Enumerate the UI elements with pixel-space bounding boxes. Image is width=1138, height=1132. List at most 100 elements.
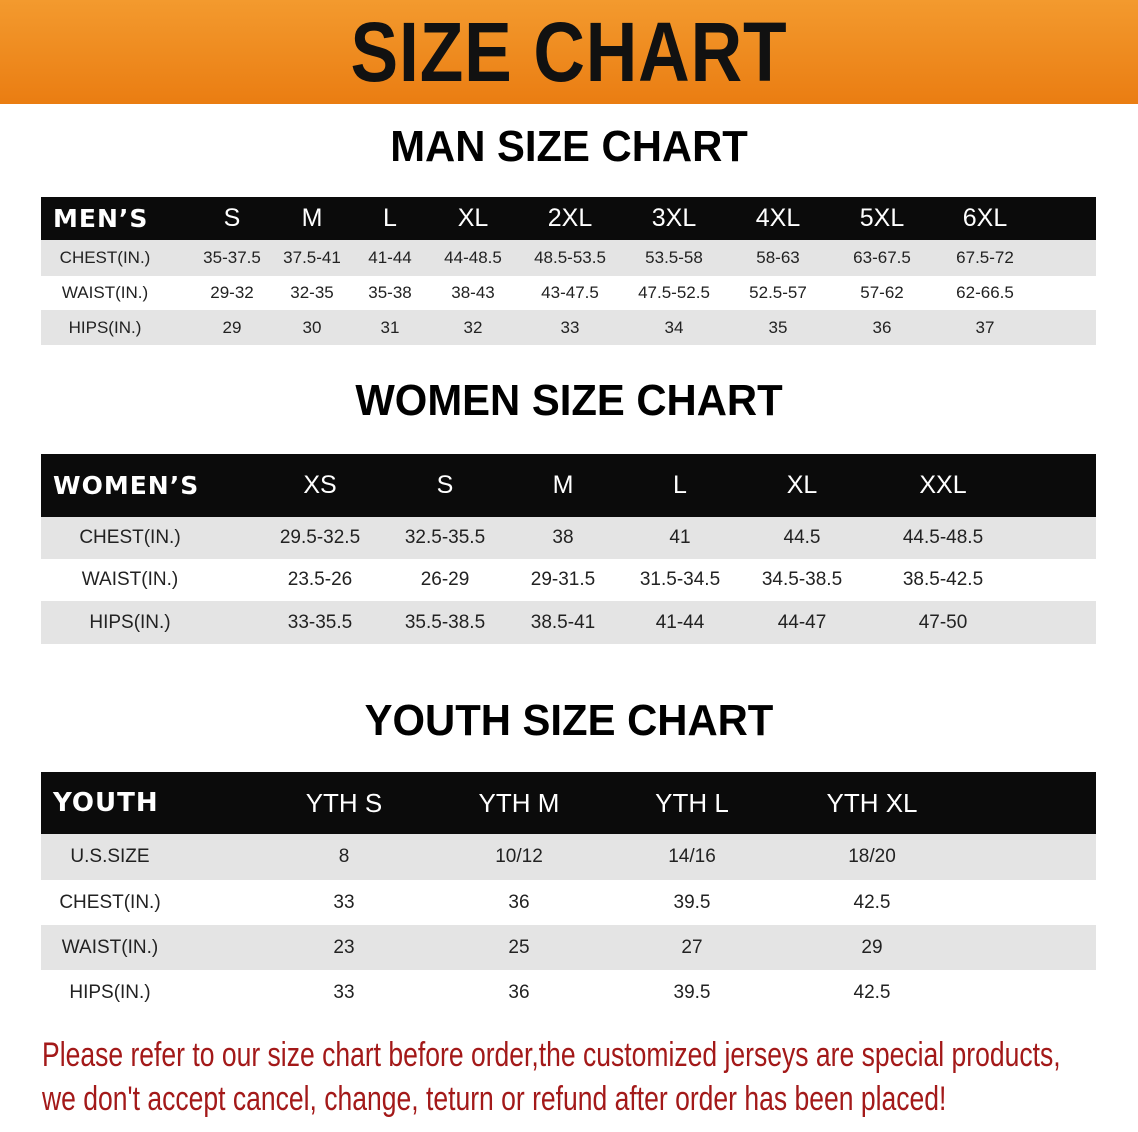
size-header-cell: 6XL	[962, 204, 1008, 232]
row-label: U.S.SIZE	[70, 846, 150, 867]
table-cell: 35-38	[368, 283, 412, 302]
table-cell: 37	[975, 317, 995, 337]
table-cell: 67.5-72	[956, 248, 1014, 267]
table-cell: 14/16	[668, 846, 716, 867]
table-cell: 35-37.5	[203, 248, 261, 267]
table-row: U.S.SIZE 8 10/12 14/16 18/20	[41, 834, 1096, 880]
size-header-cell: S	[223, 204, 241, 232]
table-header-row: MEN’S S M L XL 2XL 3XL 4XL 5XL 6XL	[41, 197, 1096, 240]
table-cell: 39.5	[673, 982, 711, 1003]
notice-line-1: Please refer to our size chart before or…	[42, 1036, 1061, 1074]
table-title-cell: MEN’S	[53, 204, 149, 233]
youth-size-table: YOUTH YTH S YTH M YTH L YTH XL U.S.SIZE 8 10/12…	[41, 772, 1096, 1016]
table-cell: 38.5-42.5	[902, 569, 984, 590]
table-cell: 58-63	[756, 248, 800, 267]
table-cell: 34.5-38.5	[761, 569, 843, 590]
size-header-cell: XXL	[919, 471, 967, 499]
table-cell: 31	[380, 317, 400, 337]
table-header-row: YOUTH YTH S YTH M YTH L YTH XL	[41, 772, 1096, 834]
table-row: CHEST(IN.) 29.5-32.5 32.5-35.5 38 41 44.5 44.5…	[41, 517, 1096, 559]
table-cell: 41	[669, 527, 691, 548]
table-row: CHEST(IN.) 35-37.5 37.5-41 41-44 44-48.5 48.5…	[41, 240, 1096, 276]
table-title-cell: YOUTH	[53, 788, 159, 818]
size-header-cell: 5XL	[859, 204, 905, 232]
table-cell: 48.5-53.5	[534, 248, 606, 267]
table-cell: 31.5-34.5	[639, 569, 721, 590]
table-cell: 33-35.5	[287, 611, 353, 633]
table-cell: 62-66.5	[956, 283, 1014, 302]
size-header-cell: M	[301, 204, 323, 232]
row-label: CHEST(IN.)	[59, 891, 161, 913]
size-header-cell: 4XL	[755, 204, 801, 232]
women-size-table: WOMEN’S XS S M L XL XXL CHEST(IN.) 29.5-32.5 32.5…	[41, 454, 1096, 644]
men-size-table: MEN’S S M L XL 2XL 3XL 4XL 5XL 6XL CHEST(IN.) 35-37…	[41, 197, 1096, 345]
row-label: WAIST(IN.)	[61, 936, 159, 958]
table-row: WAIST(IN.) 23 25 27 29	[41, 925, 1096, 970]
women-section-title: WOMEN SIZE CHART	[355, 376, 783, 425]
table-cell: 30	[302, 317, 322, 337]
youth-section-title: YOUTH SIZE CHART	[364, 696, 774, 745]
size-header-cell: M	[552, 471, 574, 499]
table-cell: 34	[664, 317, 684, 337]
size-header-cell: XS	[303, 471, 337, 499]
table-cell: 33	[560, 317, 580, 337]
table-cell: 44.5-48.5	[902, 527, 984, 548]
table-cell: 52.5-57	[749, 283, 807, 302]
table-row: HIPS(IN.) 33 36 39.5 42.5	[41, 970, 1096, 1016]
table-cell: 10/12	[495, 846, 543, 867]
table-cell: 29-31.5	[530, 569, 596, 590]
men-section-title: MAN SIZE CHART	[390, 122, 748, 171]
size-header-cell: 3XL	[651, 204, 697, 232]
table-cell: 39.5	[673, 891, 711, 913]
table-cell: 53.5-58	[645, 248, 703, 267]
table-cell: 29.5-32.5	[279, 527, 361, 548]
table-cell: 38.5-41	[530, 611, 596, 633]
table-cell: 44-47	[777, 611, 827, 633]
table-cell: 33	[333, 982, 355, 1003]
size-header-cell: YTH S	[305, 787, 383, 818]
table-cell: 33	[333, 891, 355, 913]
table-cell: 41-44	[655, 611, 705, 633]
table-cell: 32	[463, 317, 483, 337]
table-cell: 32-35	[290, 283, 334, 302]
table-cell: 27	[681, 936, 703, 958]
row-label: WAIST(IN.)	[81, 569, 179, 590]
table-cell: 36	[508, 891, 530, 913]
table-cell: 35	[768, 317, 788, 337]
size-header-cell: 2XL	[547, 204, 593, 232]
table-cell: 38-43	[451, 283, 495, 302]
row-label: HIPS(IN.)	[69, 982, 151, 1003]
size-header-cell: YTH L	[655, 787, 729, 818]
table-cell: 35.5-38.5	[404, 611, 486, 633]
row-label: CHEST(IN.)	[79, 527, 181, 548]
table-cell: 43-47.5	[541, 283, 599, 302]
table-cell: 44-48.5	[444, 248, 502, 267]
notice-line-2: we don't accept cancel, change, teturn o…	[42, 1080, 947, 1118]
banner: SIZE CHART	[0, 0, 1138, 104]
size-header-cell: L	[673, 471, 687, 499]
size-header-cell: L	[383, 204, 397, 232]
table-cell: 42.5	[853, 982, 891, 1003]
table-cell: 47.5-52.5	[638, 283, 710, 302]
table-row: CHEST(IN.) 33 36 39.5 42.5	[41, 880, 1096, 925]
table-cell: 38	[552, 527, 574, 548]
table-cell: 8	[338, 846, 350, 867]
table-cell: 42.5	[853, 891, 891, 913]
table-cell: 57-62	[860, 283, 904, 302]
table-cell: 44.5	[783, 527, 821, 548]
row-label: WAIST(IN.)	[61, 283, 149, 302]
table-row: WAIST(IN.) 23.5-26 26-29 29-31.5 31.5-34.5 34…	[41, 559, 1096, 601]
size-header-cell: XL	[786, 471, 818, 499]
row-label: HIPS(IN.)	[89, 611, 171, 633]
table-cell: 36	[508, 982, 530, 1003]
table-title-cell: WOMEN’S	[53, 471, 200, 500]
table-row: WAIST(IN.) 29-32 32-35 35-38 38-43 43-47.5 47.…	[41, 276, 1096, 310]
table-cell: 25	[508, 936, 530, 958]
table-cell: 41-44	[368, 248, 412, 267]
row-label: CHEST(IN.)	[59, 248, 151, 267]
table-cell: 23	[333, 936, 355, 958]
size-header-cell: XL	[457, 204, 489, 232]
table-cell: 32.5-35.5	[404, 527, 486, 548]
table-header-row: WOMEN’S XS S M L XL XXL	[41, 454, 1096, 517]
table-cell: 29	[222, 317, 242, 337]
